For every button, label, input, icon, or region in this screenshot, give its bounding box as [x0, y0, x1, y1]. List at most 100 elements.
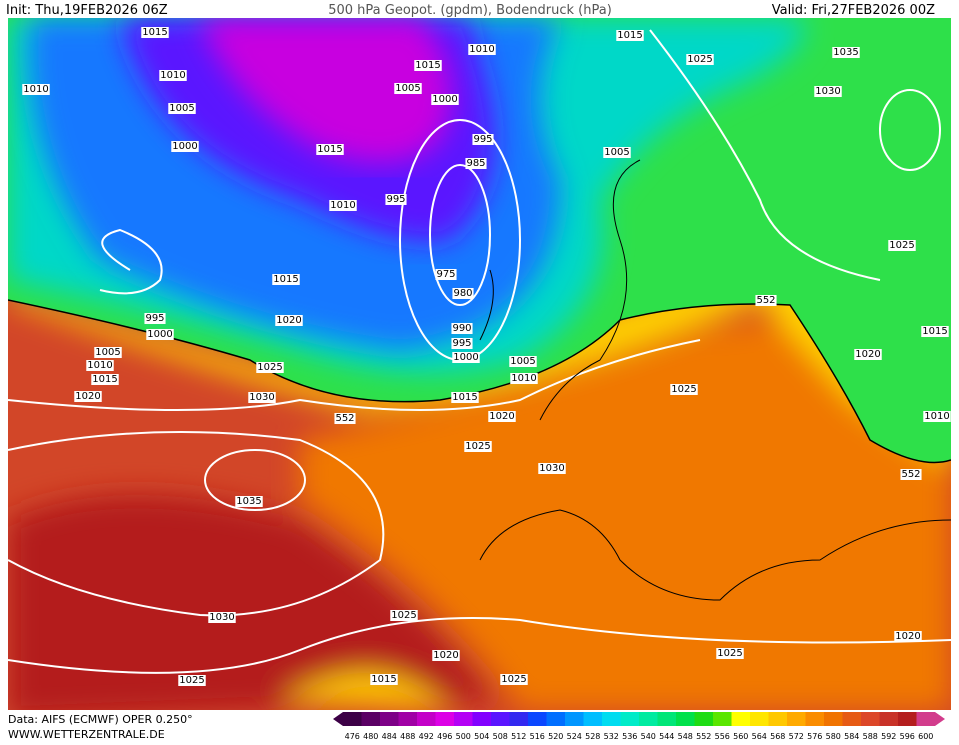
- colorbar-swatch: [491, 712, 510, 726]
- contour-label: 1020: [433, 650, 458, 661]
- colorbar-label: 556: [715, 732, 730, 741]
- contour-label: 995: [386, 194, 405, 205]
- colorbar-swatch: [842, 712, 861, 726]
- label-bg: [370, 674, 398, 685]
- label-bg: [716, 648, 744, 659]
- contour-label: 552: [335, 413, 354, 424]
- label-bg: [510, 373, 538, 384]
- label-bg: [603, 147, 631, 158]
- colorbar-swatch: [417, 712, 436, 726]
- contour-label: 552: [756, 295, 775, 306]
- contour-label: 1015: [317, 144, 342, 155]
- colorbar-swatch: [509, 712, 528, 726]
- contour-label: 1015: [371, 674, 396, 685]
- contour-label: 1010: [924, 411, 949, 422]
- contour-label: 1015: [452, 392, 477, 403]
- contour-label: 1015: [142, 27, 167, 38]
- label-bg: [509, 356, 537, 367]
- colorbar-label: 476: [345, 732, 360, 741]
- label-bg: [385, 194, 407, 205]
- contour-label: 990: [452, 323, 471, 334]
- label-bg: [272, 274, 300, 285]
- label-bg: [900, 469, 922, 480]
- colorbar-swatch: [602, 712, 621, 726]
- site: WWW.WETTERZENTRALE.DE: [8, 728, 165, 741]
- map: [8, 18, 951, 710]
- colorbar-label: 496: [437, 732, 452, 741]
- label-bg: [94, 347, 122, 358]
- label-bg: [178, 675, 206, 686]
- colorbar-swatch: [731, 712, 750, 726]
- colorbar-swatch: [898, 712, 917, 726]
- label-bg: [451, 323, 473, 334]
- colorbar-label: 488: [400, 732, 415, 741]
- label-bg: [472, 134, 494, 145]
- colorbar-swatch: [528, 712, 547, 726]
- contour-label: 1020: [855, 349, 880, 360]
- colorbar-swatch: [620, 712, 639, 726]
- label-bg: [208, 612, 236, 623]
- label-bg: [390, 610, 418, 621]
- label-bg: [686, 54, 714, 65]
- colorbar-label: 484: [382, 732, 397, 741]
- contour-label: 1010: [469, 44, 494, 55]
- contour-label: 1025: [391, 610, 416, 621]
- contour-label: 1020: [489, 411, 514, 422]
- label-bg: [464, 441, 492, 452]
- contour-label: 1000: [453, 352, 478, 363]
- colorbar-swatch: [694, 712, 713, 726]
- colorbar: 476 480 484 488 492 496 500 504 508 512 516 520 524 5…: [333, 712, 945, 741]
- label-bg: [159, 70, 187, 81]
- contour-label: 1025: [257, 362, 282, 373]
- label-bg: [755, 295, 777, 306]
- colorbar-label: 564: [752, 732, 767, 741]
- label-bg: [432, 650, 460, 661]
- contour-label: 1030: [209, 612, 234, 623]
- colorbar-label: 596: [900, 732, 915, 741]
- label-bg: [329, 200, 357, 211]
- data-source: Data: AIFS (ECMWF) OPER 0.250°: [8, 713, 193, 726]
- contour-label: 552: [901, 469, 920, 480]
- label-bg: [888, 240, 916, 251]
- label-bg: [854, 349, 882, 360]
- contour-label: 1010: [23, 84, 48, 95]
- colorbar-label: 524: [567, 732, 582, 741]
- colorbar-label: 528: [585, 732, 600, 741]
- contour-label: 1015: [415, 60, 440, 71]
- contour-label: 1030: [539, 463, 564, 474]
- contour-label: 1010: [330, 200, 355, 211]
- label-bg: [275, 315, 303, 326]
- label-bg: [141, 27, 169, 38]
- colorbar-swatch: [583, 712, 602, 726]
- label-bg: [168, 103, 196, 114]
- colorbar-swatch: [380, 712, 399, 726]
- colorbar-swatch: [398, 712, 417, 726]
- colorbar-label: 584: [844, 732, 859, 741]
- label-bg: [256, 362, 284, 373]
- colorbar-swatch: [805, 712, 824, 726]
- contour-label: 1025: [501, 674, 526, 685]
- contour-label: 1025: [465, 441, 490, 452]
- colorbar-swatch: [916, 712, 935, 726]
- label-bg: [91, 374, 119, 385]
- contour-label: 1030: [815, 86, 840, 97]
- contour-label: 1005: [510, 356, 535, 367]
- contour-label: 1005: [604, 147, 629, 158]
- label-bg: [22, 84, 50, 95]
- label-bg: [923, 411, 951, 422]
- colorbar-swatch: [546, 712, 565, 726]
- colorbar-label: 492: [419, 732, 434, 741]
- colorbar-swatch: [343, 712, 362, 726]
- colorbar-swatch: [565, 712, 584, 726]
- colorbar-label: 516: [530, 732, 545, 741]
- colorbar-swatch: [787, 712, 806, 726]
- contour-label: 1005: [395, 83, 420, 94]
- label-bg: [86, 360, 114, 371]
- contour-label: 1015: [922, 326, 947, 337]
- colorbar-swatch: [768, 712, 787, 726]
- label-bg: [394, 83, 422, 94]
- colorbar-label: 600: [918, 732, 933, 741]
- colorbar-swatch: [639, 712, 658, 726]
- colorbar-label: 560: [733, 732, 748, 741]
- contour-label: 1025: [179, 675, 204, 686]
